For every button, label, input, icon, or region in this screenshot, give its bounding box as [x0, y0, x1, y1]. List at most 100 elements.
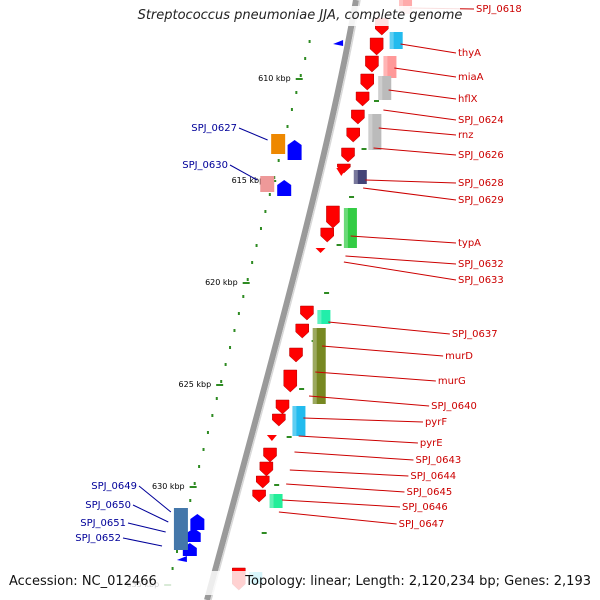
forward-gene-arrow	[289, 347, 303, 363]
gene-label-right: SPJ_0626	[458, 150, 504, 161]
label-leader-line	[229, 164, 258, 181]
scale-dot	[171, 567, 174, 570]
cyan-feature-box-shine	[292, 406, 297, 436]
gene-label-right: typA	[458, 238, 481, 249]
scale-dot	[246, 278, 249, 281]
label-leader-line	[315, 371, 436, 382]
gene-label-right: SPJ_0629	[458, 195, 504, 206]
track-dash	[336, 244, 342, 246]
scale-dot	[308, 40, 311, 43]
label-leader-line	[122, 537, 163, 547]
forward-gene-arrow	[369, 37, 384, 56]
track-dash	[299, 388, 305, 390]
gene-label-left: SPJ_0649	[91, 481, 137, 492]
label-leader-line	[286, 483, 405, 493]
scale-dot	[237, 312, 240, 315]
forward-gene-arrow	[272, 413, 286, 427]
grey-feature-box-shine	[368, 114, 373, 150]
track-dash	[349, 196, 355, 198]
cyan-feature-box-shine	[389, 32, 394, 49]
label-leader-line	[345, 255, 457, 265]
gene-label-right: hflX	[458, 94, 478, 105]
forward-gene-small-arrow	[315, 248, 326, 253]
track-dash	[286, 436, 292, 438]
scale-dot	[255, 244, 258, 247]
forward-gene-arrow	[295, 323, 310, 339]
backbone-line	[204, 0, 359, 600]
forward-gene-arrow	[355, 91, 370, 107]
teal-feature-box-shine	[269, 494, 274, 508]
gene-label-left: SPJ_0651	[80, 518, 126, 529]
forward-gene-arrow	[300, 305, 314, 321]
backbone-highlight	[210, 0, 361, 600]
label-leader-line	[363, 187, 457, 201]
label-leader-line	[281, 499, 401, 508]
label-leader-line	[132, 504, 169, 523]
track-dash	[374, 100, 379, 102]
label-leader-line	[328, 321, 450, 335]
gene-label-right: pyrF	[425, 417, 447, 428]
label-leader-line	[388, 89, 457, 100]
reverse-gene-small-arrow	[333, 40, 344, 46]
steelblue-feature-box	[173, 508, 188, 550]
forward-gene-arrow	[326, 205, 340, 229]
scale-dot	[202, 448, 205, 451]
forward-gene-small-arrow	[336, 168, 347, 176]
reverse-gene-arrow	[186, 528, 201, 542]
olive-feature-box-shine	[312, 328, 317, 404]
gene-label-right: SPJ_0647	[399, 519, 445, 530]
gene-label-right: SPJ_0640	[431, 401, 477, 412]
gene-label-right: SPJ_0618	[476, 4, 522, 15]
gene-label-right: SPJ_0637	[452, 329, 498, 340]
label-leader-line	[138, 485, 172, 513]
scale-dot	[206, 431, 209, 434]
label-leader-line	[321, 345, 444, 357]
green-feature-box	[343, 208, 357, 248]
gene-label-right: murG	[438, 376, 466, 387]
gene-label-right: SPJ_0643	[415, 455, 461, 466]
gene-label-right: murD	[445, 351, 473, 362]
scale-label: 615 kbp	[232, 176, 265, 185]
navy-feature-box	[353, 170, 367, 184]
scale-label: 625 kbp	[179, 380, 212, 389]
scale-label: 620 kbp	[205, 278, 238, 287]
scale-tick	[216, 384, 224, 386]
label-leader-line	[238, 127, 268, 141]
pink-feature-box	[260, 176, 275, 192]
pink-feature-box-shine	[383, 56, 388, 78]
scale-dot	[286, 125, 289, 128]
gene-label-right: SPJ_0644	[410, 471, 456, 482]
scale-dot	[299, 74, 302, 77]
label-leader-line	[278, 511, 397, 525]
label-leader-line	[303, 417, 423, 423]
footer-backdrop	[0, 571, 600, 595]
label-leader-line	[365, 179, 457, 184]
forward-gene-arrow	[252, 489, 266, 503]
gene-label-right: miaA	[458, 72, 484, 83]
teal-feature-box	[269, 494, 283, 508]
forward-gene-arrow	[351, 109, 365, 125]
scale-dot	[259, 227, 262, 230]
track-dash	[274, 484, 280, 486]
cyan-feature-box	[292, 406, 306, 436]
scale-dot	[264, 210, 267, 213]
label-leader-line	[343, 261, 457, 281]
forward-gene-arrow	[346, 127, 360, 143]
scale-tick	[189, 486, 197, 488]
reverse-gene-arrow	[277, 180, 292, 196]
gene-label-right: SPJ_0624	[458, 115, 504, 126]
scale-dot	[176, 550, 178, 553]
scale-dot	[290, 108, 293, 111]
gene-label-left: SPJ_0652	[75, 533, 121, 544]
forward-gene-arrow	[259, 461, 274, 477]
track-dash	[324, 292, 330, 294]
scale-dot	[304, 57, 307, 60]
gene-label-right: SPJ_0645	[406, 487, 452, 498]
label-leader-line	[378, 127, 457, 136]
forward-gene-small-arrow	[266, 435, 277, 441]
navy-feature-box-shine	[353, 170, 358, 184]
scale-label: 610 kbp	[258, 74, 291, 83]
map-title: Streptococcus pneumoniae JJA, complete g…	[137, 8, 463, 23]
orange-feature-box	[271, 134, 286, 154]
